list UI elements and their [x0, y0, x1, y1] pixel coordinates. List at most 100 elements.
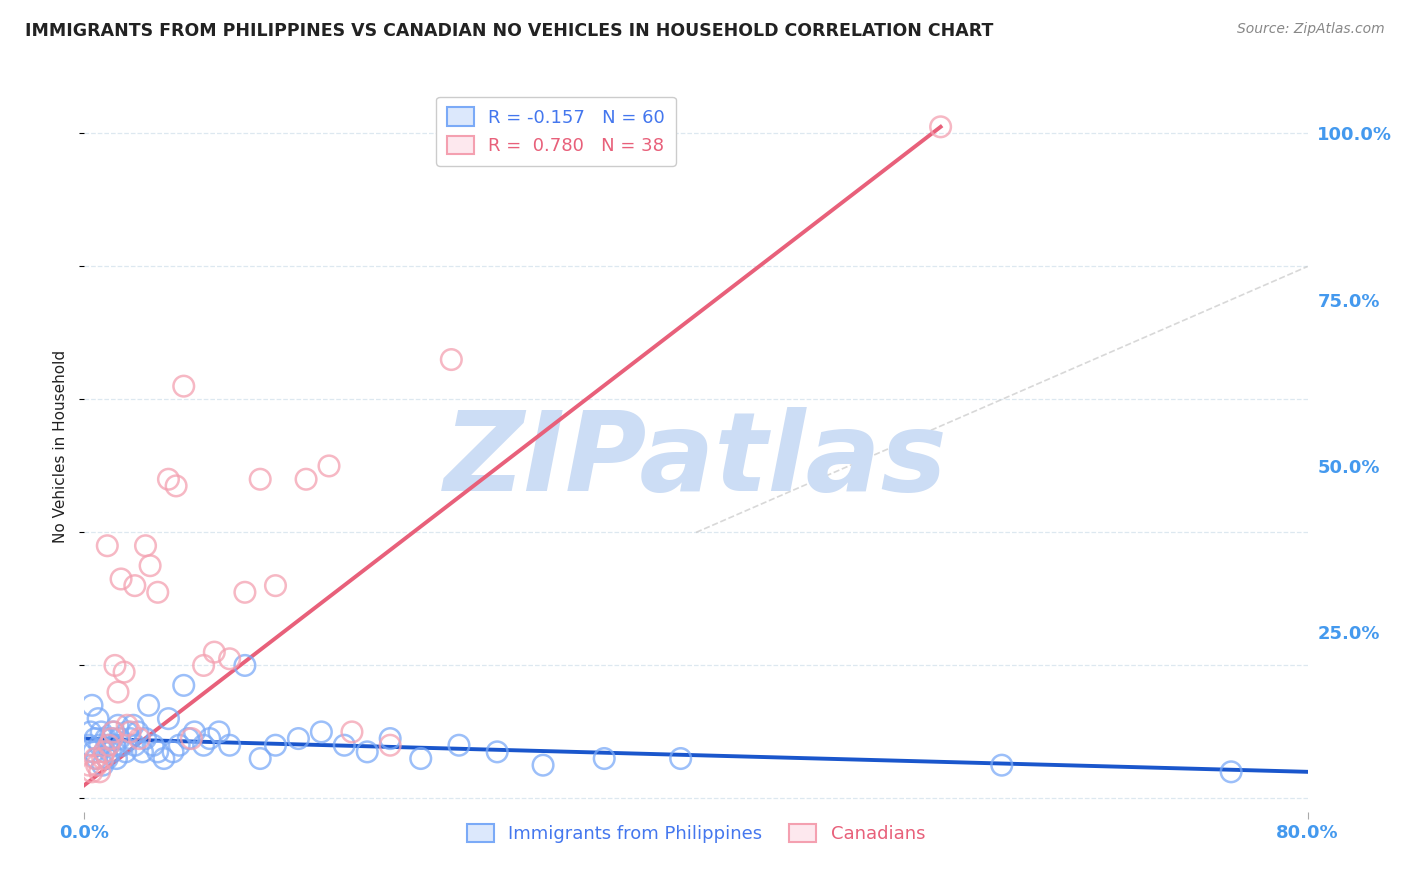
Text: ZIPatlas: ZIPatlas [444, 407, 948, 514]
Point [142, 738, 165, 752]
Point [96, 751, 118, 765]
Point [1220, 764, 1243, 779]
Point [107, 718, 129, 732]
Point [124, 579, 146, 593]
Point [86, 751, 108, 765]
Legend: Immigrants from Philippines, Canadians: Immigrants from Philippines, Canadians [460, 816, 932, 850]
Point [93, 745, 115, 759]
Point [83, 745, 105, 759]
Point [991, 758, 1014, 772]
Text: IMMIGRANTS FROM PHILIPPINES VS CANADIAN NO VEHICLES IN HOUSEHOLD CORRELATION CHA: IMMIGRANTS FROM PHILIPPINES VS CANADIAN … [25, 22, 994, 40]
Point [107, 685, 129, 699]
Point [127, 725, 149, 739]
Point [264, 579, 287, 593]
Y-axis label: No Vehicles in Household: No Vehicles in Household [53, 350, 69, 542]
Point [89, 738, 111, 752]
Point [115, 718, 138, 732]
Point [173, 379, 195, 393]
Point [105, 751, 128, 765]
Point [108, 731, 131, 746]
Point [380, 738, 402, 752]
Point [198, 731, 221, 746]
Point [89, 764, 111, 779]
Point [97, 738, 120, 752]
Point [333, 738, 356, 752]
Point [114, 745, 136, 759]
Point [193, 658, 215, 673]
Point [112, 665, 135, 679]
Point [135, 731, 157, 746]
Point [295, 472, 318, 486]
Point [233, 658, 256, 673]
Point [80, 698, 103, 713]
Point [86, 758, 108, 772]
Point [139, 558, 162, 573]
Point [94, 731, 117, 746]
Point [318, 458, 340, 473]
Point [340, 725, 363, 739]
Point [101, 731, 124, 746]
Point [486, 745, 509, 759]
Point [146, 745, 169, 759]
Point [153, 751, 176, 765]
Point [264, 738, 287, 752]
Point [103, 725, 125, 739]
Point [79, 725, 101, 739]
Point [101, 731, 124, 746]
Point [84, 731, 107, 746]
Point [124, 738, 146, 752]
Point [531, 758, 554, 772]
Point [173, 678, 195, 692]
Point [157, 472, 180, 486]
Point [165, 479, 187, 493]
Point [183, 725, 205, 739]
Point [218, 738, 240, 752]
Point [409, 751, 432, 765]
Point [80, 764, 103, 779]
Point [111, 738, 134, 752]
Point [193, 738, 215, 752]
Point [120, 731, 142, 746]
Point [98, 745, 121, 759]
Point [593, 751, 616, 765]
Point [115, 725, 138, 739]
Point [120, 725, 142, 739]
Point [131, 745, 153, 759]
Point [249, 472, 271, 486]
Point [87, 712, 110, 726]
Point [929, 120, 952, 134]
Point [380, 731, 402, 746]
Point [128, 731, 150, 746]
Point [135, 539, 157, 553]
Point [177, 731, 200, 746]
Point [167, 738, 190, 752]
Point [90, 725, 112, 739]
Point [96, 539, 118, 553]
Point [218, 652, 240, 666]
Point [311, 725, 333, 739]
Point [122, 718, 145, 732]
Point [356, 745, 378, 759]
Point [447, 738, 470, 752]
Point [138, 698, 160, 713]
Point [77, 738, 100, 752]
Point [104, 738, 127, 752]
Point [91, 758, 114, 772]
Point [440, 352, 463, 367]
Point [97, 738, 120, 752]
Point [287, 731, 309, 746]
Point [249, 751, 271, 765]
Point [157, 712, 180, 726]
Point [103, 725, 125, 739]
Point [233, 585, 256, 599]
Point [208, 725, 231, 739]
Point [180, 731, 202, 746]
Point [84, 751, 107, 765]
Point [110, 572, 132, 586]
Text: Source: ZipAtlas.com: Source: ZipAtlas.com [1237, 22, 1385, 37]
Point [146, 585, 169, 599]
Point [202, 645, 225, 659]
Point [77, 758, 100, 772]
Point [104, 658, 127, 673]
Point [93, 745, 115, 759]
